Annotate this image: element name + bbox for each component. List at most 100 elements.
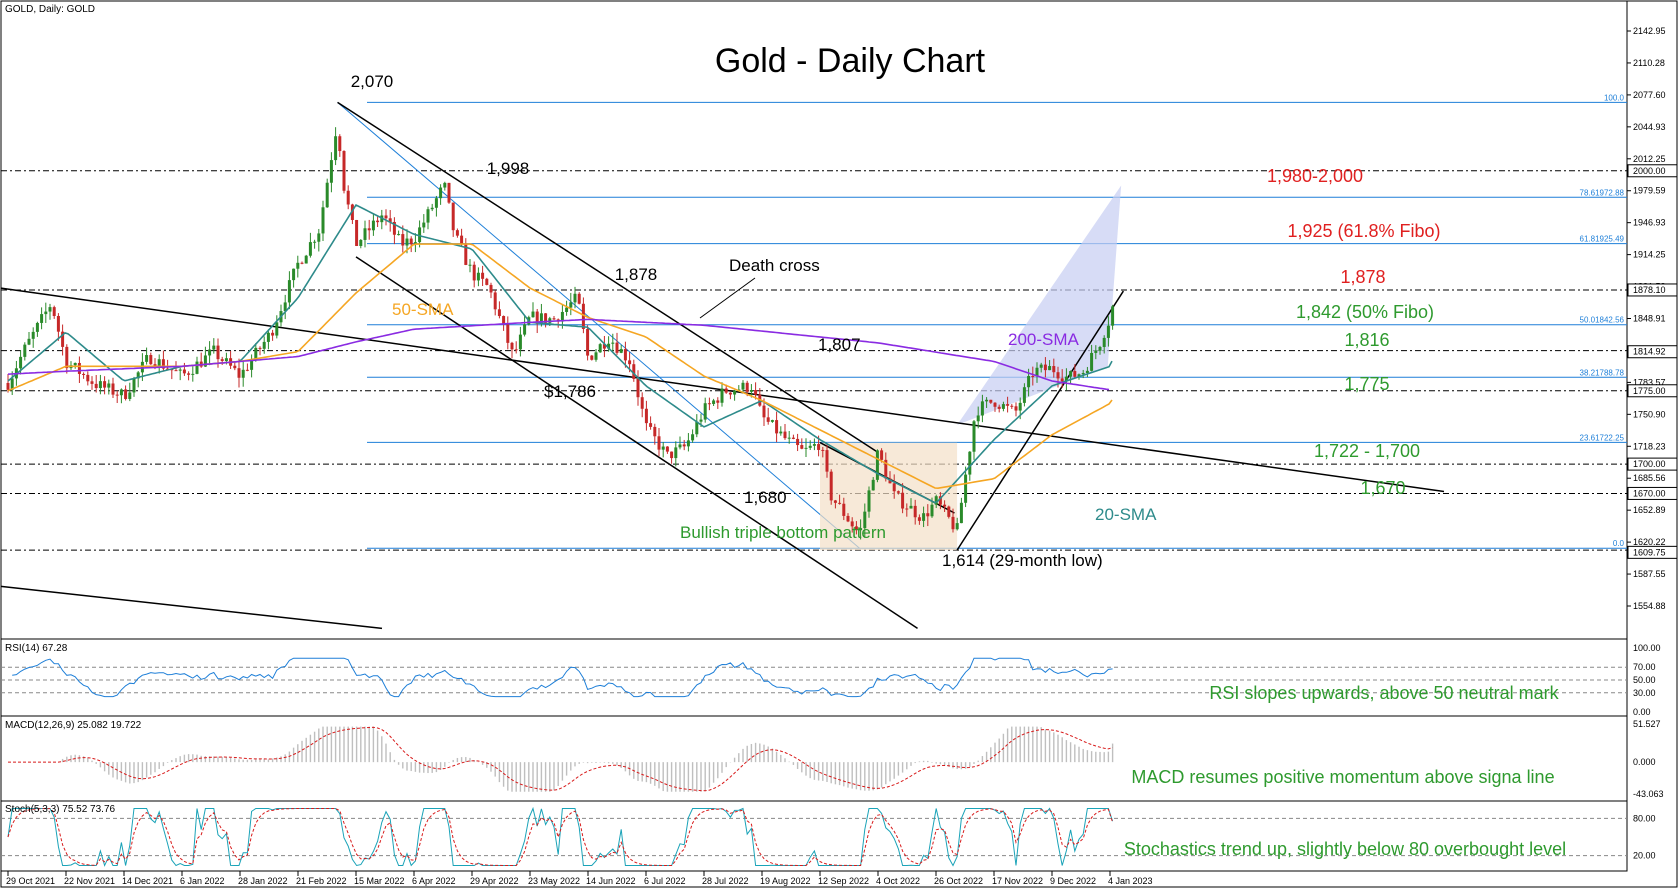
rsi-tick-3: 30.00 bbox=[1633, 688, 1656, 698]
candle-body-11 bbox=[52, 307, 56, 316]
candle-body-128 bbox=[544, 313, 548, 323]
x-tick-label-6: 15 Mar 2022 bbox=[354, 876, 405, 886]
macd-tick-1: 0.000 bbox=[1633, 757, 1656, 767]
price-marker-1: 1814.92 bbox=[1633, 347, 1666, 357]
candle-body-118 bbox=[502, 316, 506, 325]
x-tick-label-13: 19 Aug 2022 bbox=[760, 876, 811, 886]
symbol-label: GOLD, Daily: GOLD bbox=[5, 4, 95, 15]
candle-body-212 bbox=[896, 491, 900, 493]
candle-body-175 bbox=[741, 382, 745, 390]
candle-body-145 bbox=[615, 342, 619, 353]
candle-body-154 bbox=[653, 426, 657, 437]
candle-body-180 bbox=[762, 405, 766, 418]
candle-body-219 bbox=[926, 513, 930, 517]
price-marker-6: 2000.00 bbox=[1633, 166, 1666, 176]
x-tick-label-14: 12 Sep 2022 bbox=[818, 876, 869, 886]
annotation-low-1680: 1,680 bbox=[744, 488, 787, 507]
candle-body-250 bbox=[1056, 372, 1060, 379]
candle-body-64 bbox=[275, 322, 279, 336]
candle-body-222 bbox=[938, 496, 942, 505]
candle-body-246 bbox=[1039, 364, 1043, 368]
candle-body-134 bbox=[569, 302, 573, 308]
candle-body-209 bbox=[884, 459, 888, 479]
candle-body-83 bbox=[355, 219, 359, 246]
candle-body-223 bbox=[943, 504, 947, 507]
y-tick-label-6: 1946.93 bbox=[1633, 218, 1666, 228]
candle-body-255 bbox=[1077, 374, 1081, 377]
projected-wedge bbox=[957, 185, 1122, 425]
candle-body-148 bbox=[628, 360, 632, 365]
candle-body-10 bbox=[48, 307, 52, 312]
candle-body-79 bbox=[338, 136, 342, 152]
annotation-high-1878: 1,878 bbox=[615, 265, 658, 284]
candle-body-242 bbox=[1022, 387, 1026, 403]
x-tick-label-7: 6 Apr 2022 bbox=[412, 876, 456, 886]
candle-body-4 bbox=[23, 344, 27, 357]
candle-body-244 bbox=[1031, 376, 1035, 378]
annotation-high-1807: 1,807 bbox=[818, 335, 861, 354]
candle-body-102 bbox=[434, 198, 438, 208]
candle-body-248 bbox=[1048, 366, 1052, 371]
candle-body-42 bbox=[182, 369, 186, 374]
candle-body-171 bbox=[724, 388, 728, 393]
candle-body-238 bbox=[1006, 404, 1010, 406]
candle-body-41 bbox=[178, 369, 182, 371]
candle-body-186 bbox=[787, 437, 791, 439]
candle-body-114 bbox=[485, 278, 489, 285]
fib-label-0: 100.0 bbox=[1604, 93, 1625, 102]
candle-body-37 bbox=[161, 359, 165, 369]
candle-body-75 bbox=[321, 207, 325, 234]
candle-body-113 bbox=[481, 272, 485, 279]
y-tick-label-7: 1914.25 bbox=[1633, 250, 1666, 260]
candle-body-7 bbox=[35, 322, 39, 332]
candle-body-92 bbox=[392, 221, 396, 235]
candle-body-233 bbox=[985, 399, 989, 402]
candle-body-225 bbox=[951, 516, 955, 530]
x-tick-label-11: 6 Jul 2022 bbox=[644, 876, 686, 886]
y-tick-label-3: 2044.93 bbox=[1633, 122, 1666, 132]
annotation-death-cross: Death cross bbox=[729, 256, 820, 275]
candle-body-23 bbox=[103, 381, 107, 388]
x-tick-label-0: 29 Oct 2021 bbox=[6, 876, 55, 886]
price-marker-box-0 bbox=[1627, 283, 1678, 297]
stoch-annotation: Stochastics trend up, slightly below 80 … bbox=[1124, 839, 1566, 859]
candle-body-17 bbox=[77, 362, 81, 374]
candle-body-178 bbox=[754, 390, 758, 395]
candle-body-254 bbox=[1073, 371, 1077, 377]
y-tick-label-9: 1848.91 bbox=[1633, 314, 1666, 324]
candle-body-206 bbox=[871, 479, 875, 491]
macd-tick-2: -43.063 bbox=[1633, 789, 1664, 799]
annotation-resistance-1925: 1,925 (61.8% Fibo) bbox=[1287, 221, 1440, 241]
y-tick-label-0: 2142.95 bbox=[1633, 26, 1666, 36]
candle-body-68 bbox=[292, 268, 296, 281]
x-tick-label-17: 17 Nov 2022 bbox=[992, 876, 1043, 886]
candle-body-51 bbox=[220, 359, 224, 361]
candle-body-90 bbox=[384, 215, 388, 219]
candle-body-76 bbox=[325, 182, 329, 208]
candle-body-14 bbox=[65, 346, 69, 369]
candle-body-16 bbox=[73, 362, 77, 366]
annotation-50-sma: 50-SMA bbox=[392, 300, 454, 319]
candle-body-200 bbox=[846, 515, 850, 522]
candle-body-159 bbox=[674, 447, 678, 459]
annotation-triple-bottom: Bullish triple bottom pattern bbox=[680, 523, 886, 542]
x-tick-label-18: 9 Dec 2022 bbox=[1050, 876, 1096, 886]
candle-body-247 bbox=[1043, 364, 1047, 371]
candle-body-59 bbox=[254, 347, 258, 360]
candle-body-13 bbox=[61, 331, 65, 347]
candle-body-22 bbox=[98, 381, 102, 389]
candle-body-236 bbox=[997, 406, 1001, 409]
candle-body-67 bbox=[287, 280, 291, 303]
candle-body-127 bbox=[539, 313, 543, 324]
x-tick-label-2: 14 Dec 2021 bbox=[122, 876, 173, 886]
channel-lower bbox=[355, 256, 918, 629]
candle-body-235 bbox=[993, 402, 997, 407]
candle-body-165 bbox=[699, 419, 703, 422]
candle-body-63 bbox=[271, 332, 275, 336]
candle-body-217 bbox=[917, 517, 921, 521]
candle-body-69 bbox=[296, 262, 300, 269]
candle-body-251 bbox=[1060, 378, 1064, 382]
candle-body-116 bbox=[493, 292, 497, 310]
candle-body-34 bbox=[149, 355, 153, 365]
